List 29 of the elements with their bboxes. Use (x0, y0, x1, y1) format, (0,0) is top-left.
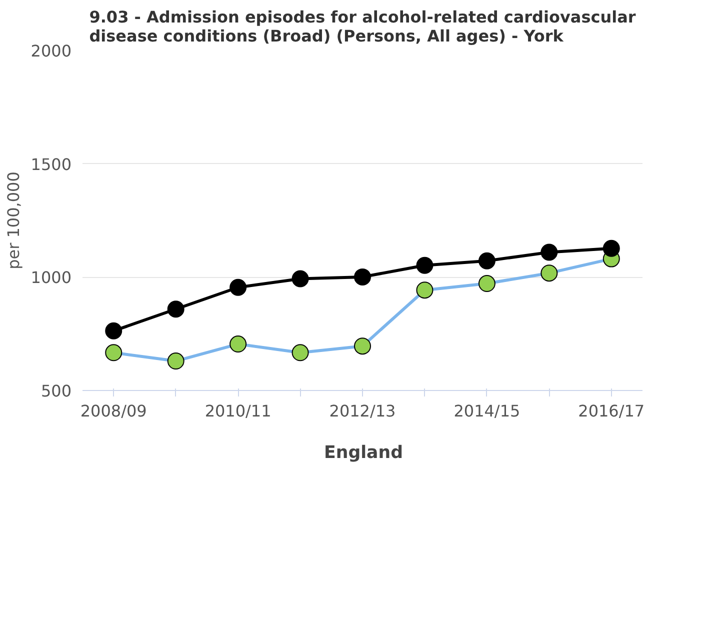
point (602, 240, 620, 257)
point (540, 264, 558, 282)
point (230, 336, 247, 353)
point (292, 270, 309, 288)
y-axis-title: per 100,000 (4, 172, 23, 270)
y-tick-label: 1500 (30, 154, 72, 174)
x-tick-label: 2014/15 (454, 402, 520, 420)
y-tick-label: 2000 (30, 42, 72, 60)
point (354, 338, 371, 355)
x-tick-label: 2012/13 (329, 402, 396, 420)
x-tick-label: 2010/11 (204, 402, 272, 420)
chart-title: 9.03 - Admission episodes for alcohol-related cardiovascular disease conditions (Broad) (Persons, All ages) - York (89, 8, 636, 46)
text: England (324, 443, 403, 463)
point (354, 268, 371, 286)
point (478, 252, 496, 270)
point (540, 244, 558, 261)
point (230, 278, 247, 296)
point (416, 256, 434, 274)
point (105, 322, 122, 340)
point (167, 352, 184, 370)
x-tick-label: 2016/17 (578, 402, 645, 420)
point (416, 282, 434, 299)
y-tick-label: 1000 (30, 268, 72, 288)
point (478, 275, 496, 292)
x-tick-label: 2008/09 (80, 402, 147, 420)
point (167, 300, 184, 318)
point (292, 344, 309, 362)
point (105, 344, 122, 362)
y-tick-label: 500 (40, 382, 72, 400)
